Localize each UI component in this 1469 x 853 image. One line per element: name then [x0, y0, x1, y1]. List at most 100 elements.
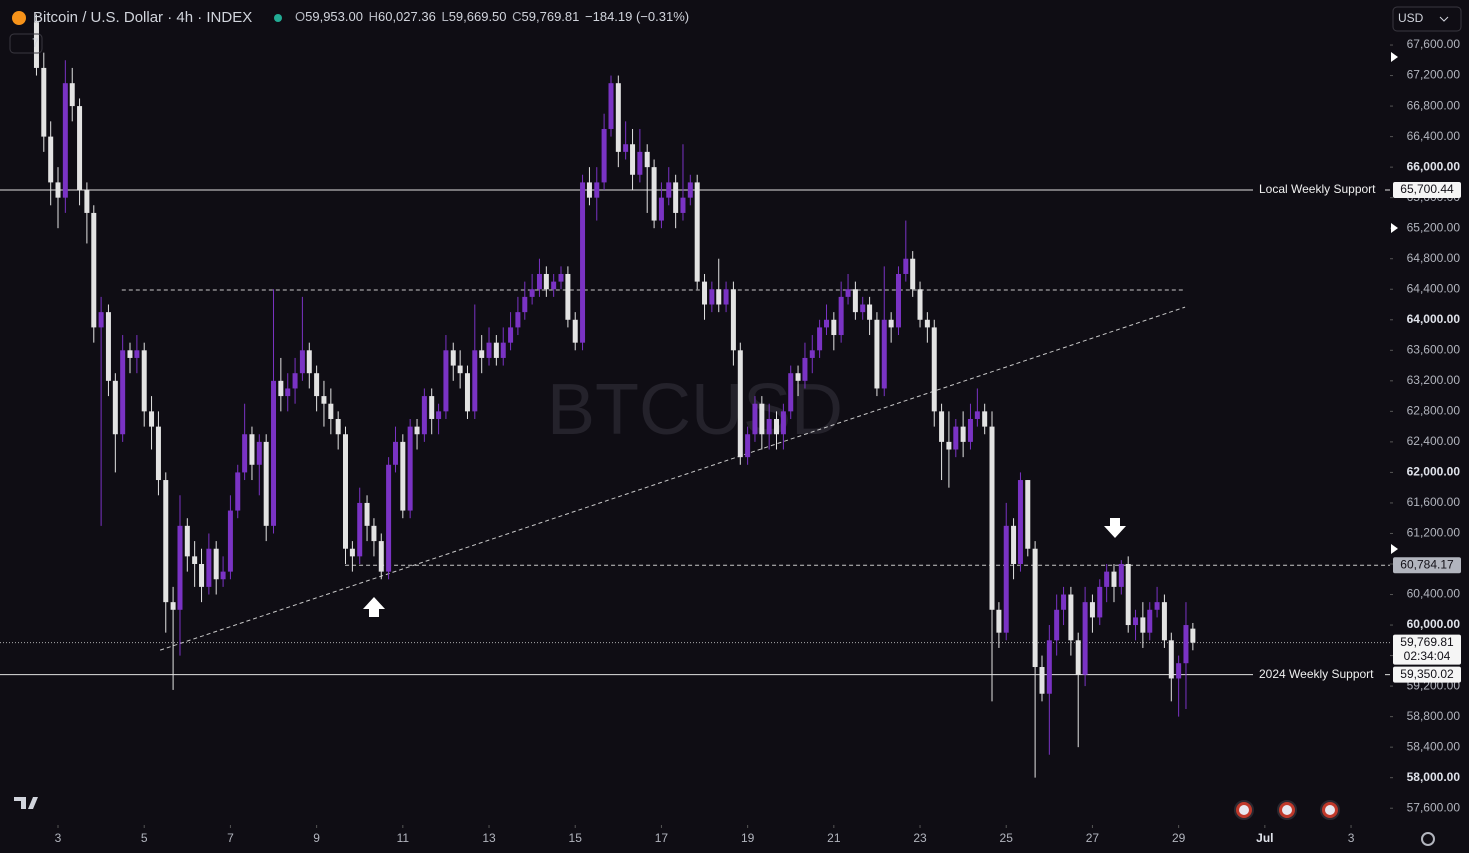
candle-body: [436, 411, 442, 419]
candle-body: [795, 373, 801, 381]
candle-body: [349, 548, 355, 557]
settings[interactable]: [1421, 832, 1435, 846]
candle-body: [637, 151, 643, 175]
ohlc-legend: O59,953.00 H60,027.36 L59,669.50 C59,769…: [295, 9, 689, 24]
y-tick-label: 61,600.00: [1407, 495, 1461, 509]
candle-body: [163, 480, 169, 603]
last-price-text: 59,769.81: [1400, 635, 1454, 649]
candle-body: [55, 182, 61, 198]
x-tick-label: 21: [827, 831, 841, 845]
event-flags: [1234, 800, 1340, 820]
ohlc-value: 59,769.81: [522, 9, 580, 24]
candle-body: [155, 426, 161, 481]
x-tick-label: 15: [569, 831, 583, 845]
candle-body: [623, 144, 629, 152]
candle-body: [716, 289, 722, 305]
candle-body: [1046, 640, 1052, 694]
candle-body: [910, 258, 916, 290]
ohlc-key: L: [441, 9, 448, 24]
candle-body: [299, 350, 305, 374]
candle-body: [314, 373, 320, 397]
y-tick-label: 66,400.00: [1407, 129, 1461, 143]
candle-body: [974, 411, 980, 419]
currency-select[interactable]: [1392, 6, 1462, 32]
candle-body: [41, 67, 47, 137]
candle-body: [508, 327, 514, 343]
x-tick-label: Jul: [1256, 831, 1273, 845]
candle-body: [213, 548, 219, 580]
candle-body: [386, 464, 392, 572]
candle-body: [1011, 525, 1017, 564]
candle-body: [400, 441, 406, 511]
x-tick-label: 25: [1000, 831, 1014, 845]
candle-body: [809, 350, 815, 358]
x-tick-label: 9: [313, 831, 320, 845]
candle-body: [227, 510, 233, 572]
down-arrow: [1104, 518, 1126, 538]
x-tick-label: 17: [655, 831, 669, 845]
plot: BTCUSD 57,600.00 58,000.00 58,400.00 58,800.…: [0, 14, 1461, 845]
candle-body: [127, 350, 133, 358]
candle-body: [1104, 571, 1110, 587]
candle-body: [515, 312, 521, 328]
candle-body: [271, 380, 277, 526]
candle-body: [1068, 594, 1074, 641]
y-tick-label: 62,800.00: [1407, 404, 1461, 418]
y-tick-label: 65,200.00: [1407, 220, 1461, 234]
currency: USD: [1398, 11, 1424, 25]
candle-body: [120, 350, 126, 435]
candle-body: [464, 373, 470, 412]
candle-body: [960, 426, 966, 442]
candle-body: [881, 319, 887, 389]
candle-body: [105, 312, 111, 381]
x-tick-label: 7: [227, 831, 234, 845]
candle-body: [192, 556, 198, 564]
candle-body: [69, 83, 75, 107]
candle-body: [500, 342, 506, 358]
candle-body: [917, 289, 923, 320]
x-tick-label: 29: [1172, 831, 1186, 845]
ohlc-value: 59,669.50: [449, 9, 507, 24]
candle-body: [292, 373, 298, 389]
candle-body: [845, 289, 851, 297]
candle-body: [730, 289, 736, 351]
candle-body: [263, 441, 269, 526]
candle-body: [752, 403, 758, 435]
candle-body: [278, 380, 284, 397]
candle-body: [522, 296, 528, 313]
y-tick-label: 62,400.00: [1407, 434, 1461, 448]
y-tick-label: 67,200.00: [1407, 68, 1461, 82]
candle-body: [888, 319, 894, 328]
candle-body: [924, 319, 930, 328]
candle-body: [666, 182, 672, 198]
up-arrow: [363, 597, 385, 617]
ohlc-value: 60,027.36: [378, 9, 436, 24]
y-tick-label: 63,200.00: [1407, 373, 1461, 387]
y-tick-label: 60,400.00: [1407, 587, 1461, 601]
candle-body: [989, 426, 995, 610]
candle-body: [551, 281, 557, 290]
candle-body: [939, 411, 945, 442]
y-tick-label: 58,800.00: [1407, 709, 1461, 723]
candle-body: [206, 548, 212, 587]
candle-body: [831, 319, 837, 336]
candle-body: [134, 350, 140, 358]
y-tick-label: 61,200.00: [1407, 526, 1461, 540]
candle-body: [199, 563, 205, 587]
candle-body: [84, 190, 90, 213]
level-tag-text: 59,350.02: [1400, 667, 1454, 681]
watermark: BTCUSD: [547, 370, 843, 450]
candle-body: [673, 182, 679, 213]
indicator-toggle[interactable]: [9, 33, 43, 54]
trendline: [160, 306, 1186, 651]
candle-body: [608, 83, 614, 129]
change: −184.19 (−0.31%): [585, 9, 689, 24]
candle-body: [184, 525, 190, 557]
candle-body: [982, 411, 988, 427]
candle-body: [895, 273, 901, 328]
x-tick-label: 3: [1348, 831, 1355, 845]
candle-body: [149, 411, 155, 427]
candle-body: [220, 571, 226, 580]
candle-body: [788, 373, 794, 412]
candle-body: [33, 22, 39, 68]
